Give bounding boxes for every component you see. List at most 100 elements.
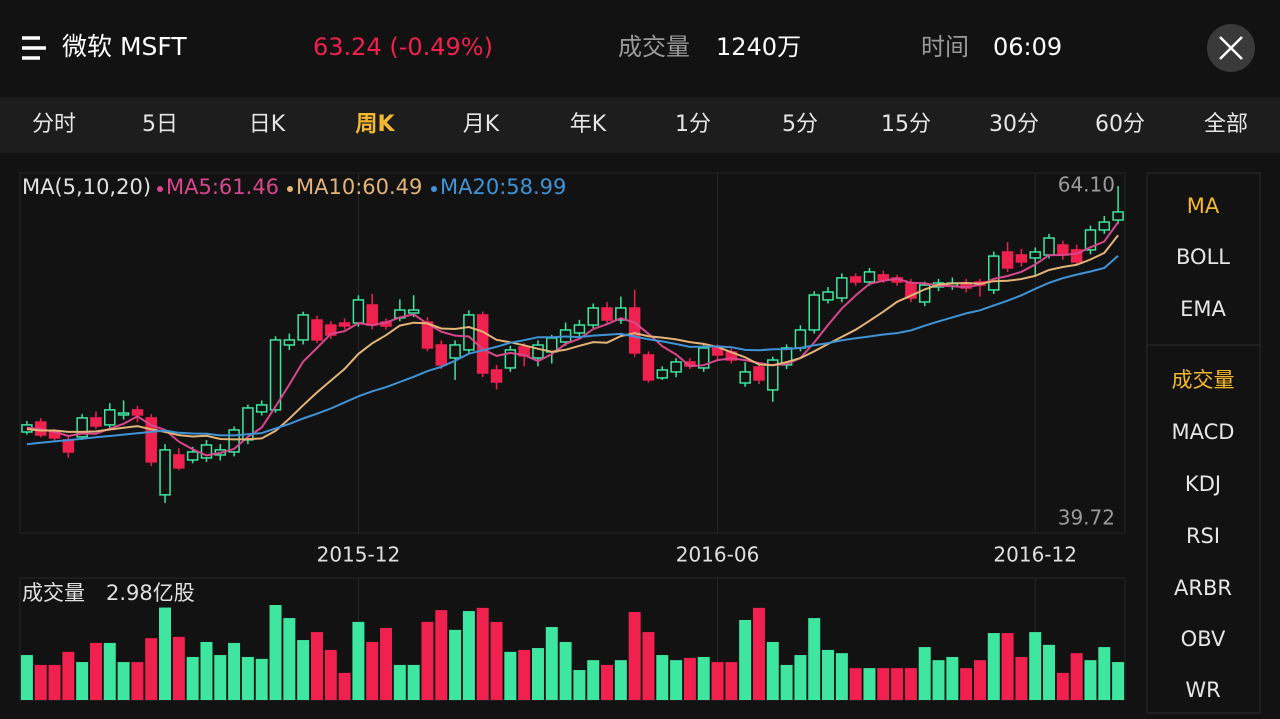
indicator-option[interactable]: EMA [1180,297,1226,321]
candle-body [269,339,282,411]
volume-bar [393,664,406,700]
volume-bar [297,640,310,700]
close-button[interactable] [1207,24,1255,72]
volume-bar [808,618,821,700]
candle-body [711,347,724,356]
candle-body [338,322,351,327]
volume-bar [683,657,696,700]
candle-body [642,354,655,381]
volume-bar [642,632,655,700]
tab[interactable]: 15分 [881,112,931,137]
volume-bar [946,656,959,700]
volume-bar [656,655,669,700]
candle-body [117,412,130,416]
indicator-option[interactable]: ARBR [1174,576,1232,600]
menu-icon[interactable] [22,36,46,60]
stock-name: 微软 MSFT [62,32,187,61]
candle-body [159,449,171,496]
volume-bar [987,633,1000,700]
legend-label: MA20:58.99 [440,175,566,199]
volume-bar [587,660,600,700]
candle-body [1057,244,1069,256]
volume-bar [48,664,61,700]
y-tick-label: 64.10 [1058,173,1115,197]
tab[interactable]: 30分 [989,112,1039,137]
volume-bar [214,655,227,700]
volume-bar [89,642,102,700]
volume-bar [960,668,973,700]
candle-body [407,309,420,314]
volume-bar [559,641,572,700]
indicator-option[interactable]: BOLL [1176,245,1230,269]
tab[interactable]: 5日 [142,112,178,137]
volume-bar [490,621,503,700]
tab[interactable]: 1分 [675,112,711,137]
indicator-option[interactable]: RSI [1186,524,1220,548]
candle-body [573,324,586,334]
tab[interactable]: 5分 [782,112,818,137]
candle-body [739,371,751,384]
candle-body [822,291,834,301]
volume-bar [780,664,793,700]
tab[interactable]: 周K [355,112,395,137]
tab-bar [0,97,1280,153]
candle-body [808,294,820,331]
volume-bar [822,649,835,700]
volume-bar [932,660,945,700]
indicator-option[interactable]: WR [1185,678,1220,702]
legend-label: MA5:61.46 [166,175,279,199]
candle-body [463,314,475,351]
volume-bar [752,607,765,700]
volume-bar [545,626,558,700]
tab[interactable]: 年K [570,112,607,137]
candle-body [90,417,102,427]
candle-body [587,307,599,326]
ma-line [26,234,1119,441]
candle-body [1043,237,1055,256]
tab[interactable]: 60分 [1095,112,1145,137]
volume-bar [766,641,779,700]
candle-body [1001,251,1014,269]
volume-bar [1001,633,1014,700]
candle-body [628,307,641,354]
indicator-option[interactable]: MA [1187,194,1220,218]
indicator-option[interactable]: 成交量 [1172,368,1235,392]
volume-bar [918,647,931,700]
candle-body [656,369,669,379]
volume-title: 成交量 [22,581,85,605]
volume-bar [531,648,544,700]
volume-bar [352,621,365,700]
indicator-option[interactable]: OBV [1181,627,1226,651]
candle-body [1098,221,1111,231]
candle-body [1070,249,1083,263]
tab[interactable]: 日K [249,112,286,137]
volume-bar [324,649,337,700]
ma-line [26,255,1119,446]
volume-bar [1056,672,1069,700]
volume-bar [670,660,683,700]
time-value: 06:09 [993,33,1062,61]
indicator-option[interactable]: MACD [1172,420,1235,444]
volume-bar [1070,653,1083,700]
volume-bar [449,629,462,700]
candle-body [352,299,365,324]
legend-label: MA10:60.49 [296,175,422,199]
volume-bar [366,641,379,700]
candle-body [532,344,544,359]
volume-bar [62,651,75,700]
tab[interactable]: 月K [463,112,500,137]
volume-bar [159,607,172,700]
volume-bar [904,668,917,700]
volume-bar [117,662,130,700]
candle-body [283,339,296,346]
candle-body [918,284,931,303]
volume-bar [131,662,144,700]
candle-body [476,314,489,374]
indicator-option[interactable]: KDJ [1185,472,1221,496]
tab[interactable]: 分时 [32,112,76,137]
volume-bar [380,627,393,700]
candle-body [131,409,144,416]
tab[interactable]: 全部 [1204,112,1248,137]
candle-body [601,307,613,321]
